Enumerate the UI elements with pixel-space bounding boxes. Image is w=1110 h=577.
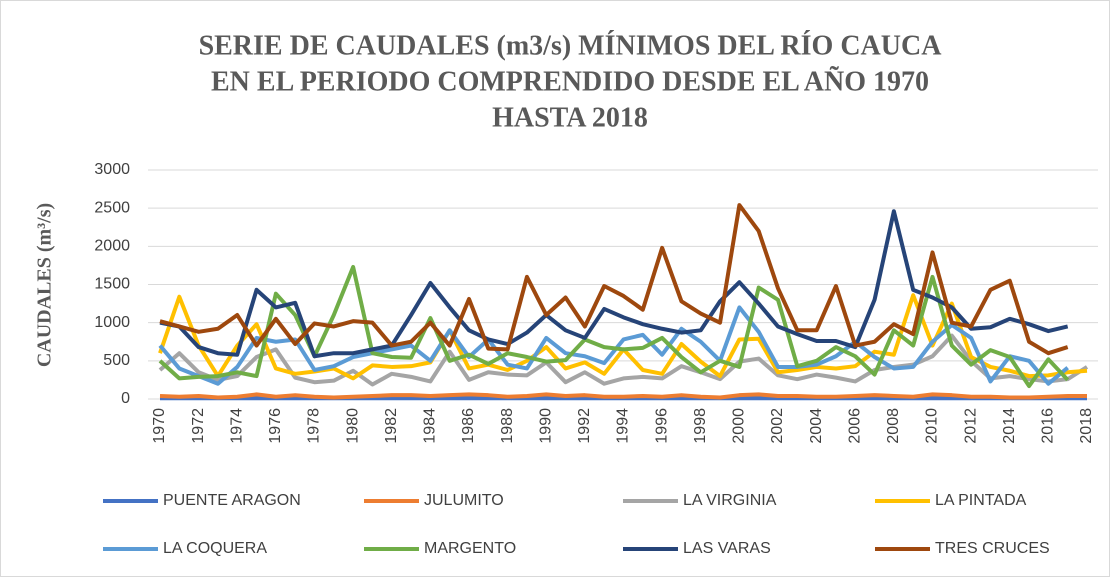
chart-title: HASTA 2018 <box>492 102 648 133</box>
x-tick-label: 1990 <box>537 408 554 444</box>
x-tick-label: 2016 <box>1040 408 1057 444</box>
x-tick-label: 1996 <box>653 408 670 444</box>
legend-label: JULUMITO <box>424 492 504 509</box>
legend-label: LA COQUERA <box>163 540 267 557</box>
x-tick-label: 2012 <box>962 408 979 444</box>
x-tick-label: 1984 <box>422 408 439 444</box>
x-tick-label: 1976 <box>267 408 284 444</box>
y-tick-label: 0 <box>121 390 130 407</box>
x-tick-label: 2000 <box>731 408 748 444</box>
x-tick-label: 1986 <box>460 408 477 444</box>
x-tick-label: 1974 <box>228 408 245 444</box>
y-tick-label: 1000 <box>94 314 130 331</box>
y-tick-label: 1500 <box>94 276 130 293</box>
series-line <box>158 305 1069 386</box>
legend-label: LAS VARAS <box>683 540 771 557</box>
y-tick-label: 2000 <box>94 238 130 255</box>
x-tick-label: 1978 <box>306 408 323 444</box>
y-tick-label: 2500 <box>94 199 130 216</box>
y-axis-label: CAUDALES (m³/s) <box>34 203 56 367</box>
x-tick-label: 1970 <box>151 408 168 444</box>
x-tick-label: 2008 <box>885 408 902 444</box>
x-tick-label: 1980 <box>344 408 361 444</box>
legend-label: MARGENTO <box>424 540 516 557</box>
x-tick-label: 1992 <box>576 408 593 444</box>
x-tick-label: 2014 <box>1001 408 1018 444</box>
series-line <box>158 333 1089 387</box>
x-tick-label: 2006 <box>846 408 863 444</box>
x-tick-label: 1982 <box>383 408 400 444</box>
legend-label: TRES CRUCES <box>935 540 1050 557</box>
x-tick-label: 1998 <box>692 408 709 444</box>
y-tick-label: 500 <box>103 352 130 369</box>
x-tick-label: 1994 <box>615 408 632 444</box>
series-line <box>159 209 1069 359</box>
x-tick-label: 2010 <box>924 408 941 444</box>
series-line <box>159 392 1087 400</box>
x-tick-label: 2002 <box>769 408 786 444</box>
x-tick-label: 2004 <box>808 408 825 444</box>
legend-label: PUENTE ARAGON <box>163 492 301 509</box>
chart-title: SERIE DE CAUDALES (m3/s) MÍNIMOS DEL RÍO… <box>199 30 943 61</box>
x-tick-label: 2018 <box>1078 408 1095 444</box>
x-tick-label: 1988 <box>499 408 516 444</box>
y-tick-label: 3000 <box>94 161 130 178</box>
chart-title: EN EL PERIODO COMPRENDIDO DESDE EL AÑO 1… <box>211 66 929 97</box>
legend-label: LA VIRGINIA <box>683 492 777 509</box>
x-tick-label: 1972 <box>190 408 207 444</box>
legend-label: LA PINTADA <box>935 492 1027 509</box>
series-line <box>159 203 1069 356</box>
